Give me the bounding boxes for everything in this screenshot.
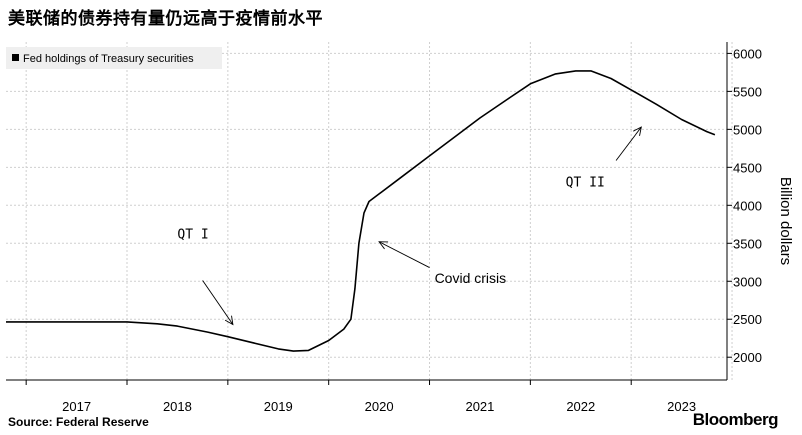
- y-tick-label: 4000: [733, 198, 762, 213]
- y-tick-label: 6000: [733, 46, 762, 61]
- y-tick-label: 2000: [733, 350, 762, 365]
- x-axis: 2017 2018 2019 2020 2021 2022 2023: [6, 379, 727, 414]
- series-line-treasury-holdings: [6, 70, 716, 352]
- x-tick-label: 2019: [264, 399, 293, 414]
- y-tick-label: 4500: [733, 160, 762, 175]
- y-axis: 2000 2500 3000 3500 4000 4500 5000 5500 6000: [726, 42, 762, 380]
- annotation-label: QT I: [177, 228, 208, 243]
- y-tick-label: 3500: [733, 236, 762, 251]
- y-tick-label: 5500: [733, 84, 762, 99]
- x-tick-label: 2018: [163, 399, 192, 414]
- legend-label: Fed holdings of Treasury securities: [23, 53, 194, 65]
- x-tick-label: 2021: [465, 399, 494, 414]
- annotation-arrow: [378, 241, 430, 268]
- brand-logo: Bloomberg: [692, 410, 779, 429]
- legend: Fed holdings of Treasury securities: [6, 47, 222, 69]
- legend-swatch: [12, 54, 19, 61]
- x-tick-label: 2020: [365, 399, 394, 414]
- y-tick-label: 5000: [733, 122, 762, 137]
- x-tick-label: 2017: [62, 399, 91, 414]
- y-axis-label: Billion dollars: [777, 177, 794, 265]
- source-note: Source: Federal Reserve: [8, 415, 149, 429]
- annotation-label: QT II: [566, 175, 605, 190]
- annotation-arrow: [615, 126, 642, 161]
- legend-background: [6, 47, 222, 69]
- y-tick-label: 2500: [733, 312, 762, 327]
- x-tick-label: 2023: [667, 399, 696, 414]
- series-layer: [6, 70, 716, 352]
- y-tick-label: 3000: [733, 274, 762, 289]
- x-tick-label: 2022: [566, 399, 595, 414]
- grid-lines: [6, 42, 733, 380]
- annotation-arrowhead: [224, 315, 234, 326]
- annotation-label: Covid crisis: [435, 270, 507, 286]
- annotation-arrow: [202, 280, 234, 325]
- annotation-arrowhead: [633, 126, 642, 136]
- chart-title: 美联储的债券持有量仍远高于疫情前水平: [8, 9, 323, 29]
- annotation-arrowhead: [378, 241, 389, 250]
- annotations-layer: QT I Covid crisis QT II: [177, 126, 642, 326]
